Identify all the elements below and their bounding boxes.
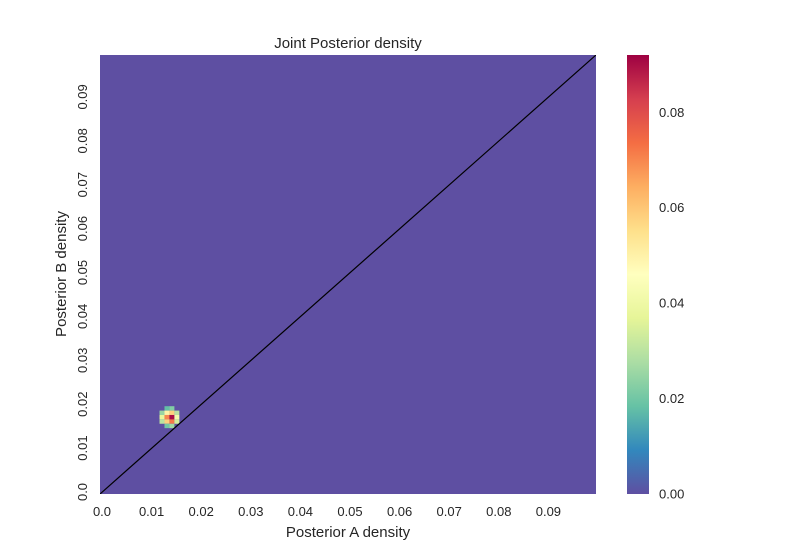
heatmap-cell: [169, 419, 175, 424]
heatmap-cell: [169, 406, 175, 411]
x-tick-label: 0.03: [238, 504, 263, 519]
y-tick-label: 0.01: [75, 435, 90, 460]
colorbar: [627, 55, 649, 494]
colorbar-tick-label: 0.04: [659, 296, 684, 311]
y-tick-label: 0.09: [75, 84, 90, 109]
y-axis-ticks: 0.0 0.01 0.02 0.03 0.04 0.05 0.06 0.07 0.08 0.09: [75, 84, 90, 501]
y-tick-label: 0.03: [75, 348, 90, 373]
x-tick-label: 0.0: [93, 504, 111, 519]
x-tick-label: 0.01: [139, 504, 164, 519]
x-axis-ticks: 0.0 0.01 0.02 0.03 0.04 0.05 0.06 0.07 0.08 0.09: [93, 504, 561, 519]
heatmap-cell: [159, 414, 165, 420]
heatmap-cell: [164, 423, 170, 429]
x-tick-label: 0.09: [536, 504, 561, 519]
colorbar-tick-label: 0.02: [659, 391, 684, 406]
heatmap-cell: [169, 414, 175, 420]
x-tick-label: 0.02: [189, 504, 214, 519]
y-tick-label: 0.05: [75, 260, 90, 285]
y-tick-label: 0.02: [75, 392, 90, 417]
heatmap-cell: [174, 410, 180, 415]
heatmap-cell: [164, 410, 170, 415]
x-tick-label: 0.07: [437, 504, 462, 519]
heatmap-cell: [164, 406, 170, 411]
heatmap-cell: [159, 410, 165, 415]
heatmap-cells: [159, 406, 180, 429]
heatmap-cell: [164, 419, 170, 424]
y-axis-label: Posterior B density: [53, 211, 70, 337]
y-tick-label: 0.0: [75, 483, 90, 501]
x-tick-label: 0.05: [337, 504, 362, 519]
x-tick-label: 0.08: [486, 504, 511, 519]
y-tick-label: 0.08: [75, 128, 90, 153]
y-tick-label: 0.06: [75, 216, 90, 241]
chart-title: Joint Posterior density: [274, 35, 422, 52]
heatmap-cell: [169, 410, 175, 415]
colorbar-ticks: 0.00 0.02 0.04 0.06 0.08: [659, 105, 684, 502]
heatmap-cell: [164, 414, 170, 420]
diagonal-reference-line: [100, 55, 596, 494]
heatmap-cell: [159, 419, 165, 424]
x-tick-label: 0.04: [288, 504, 313, 519]
colorbar-tick-label: 0.06: [659, 200, 684, 215]
heatmap-cell: [174, 414, 180, 420]
heatmap-cell: [169, 423, 175, 429]
colorbar-tick-label: 0.08: [659, 105, 684, 120]
heatmap-cell: [174, 419, 180, 424]
y-tick-label: 0.07: [75, 172, 90, 197]
y-tick-label: 0.04: [75, 304, 90, 329]
x-axis-label: Posterior A density: [286, 524, 411, 541]
x-tick-label: 0.06: [387, 504, 412, 519]
colorbar-tick-label: 0.00: [659, 487, 684, 502]
